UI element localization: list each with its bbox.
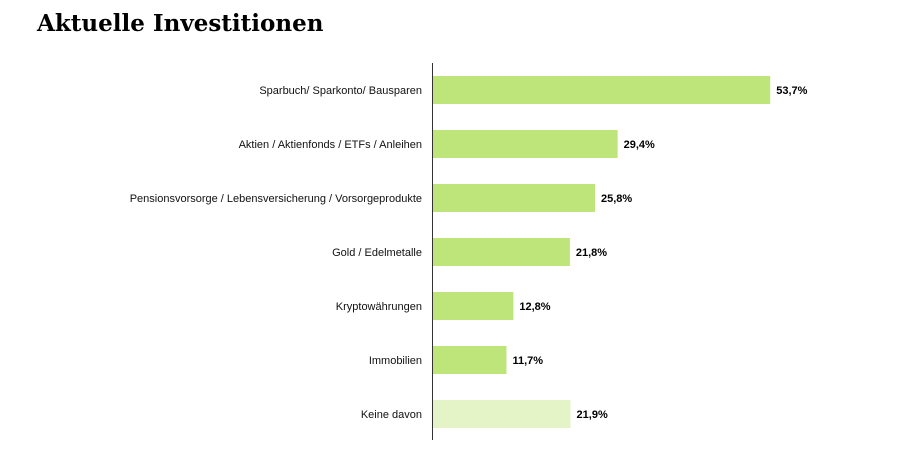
bar-5 [433,346,507,374]
chart-title: Aktuelle Investitionen [37,10,324,37]
category-label: Gold / Edelmetalle [332,247,422,259]
bar-0 [433,76,771,104]
category-label: Keine davon [361,409,422,421]
bars-group [433,76,771,428]
value-label: 25,8% [601,193,632,205]
bar-2 [433,184,596,212]
category-label: Pensionsvorsorge / Lebensversicherung / … [130,193,422,205]
category-label: Sparbuch/ Sparkonto/ Bausparen [259,85,422,97]
value-label: 11,7% [512,355,543,367]
value-label: 21,9% [577,409,608,421]
bar-4 [433,292,514,320]
bar-3 [433,238,570,266]
value-label: 12,8% [519,301,550,313]
category-label: Kryptowährungen [336,301,422,313]
value-label: 29,4% [624,139,655,151]
bar-1 [433,130,618,158]
category-label: Aktien / Aktienfonds / ETFs / Anleihen [239,139,422,151]
value-labels-group: 53,7% 29,4% 25,8% 21,8% 12,8% 11,7% 21,9% [512,85,807,421]
category-label: Immobilien [369,355,422,367]
category-labels-group: Sparbuch/ Sparkonto/ Bausparen Aktien / A… [130,85,422,421]
value-label: 21,8% [576,247,607,259]
value-label: 53,7% [776,85,807,97]
bar-6 [433,400,571,428]
